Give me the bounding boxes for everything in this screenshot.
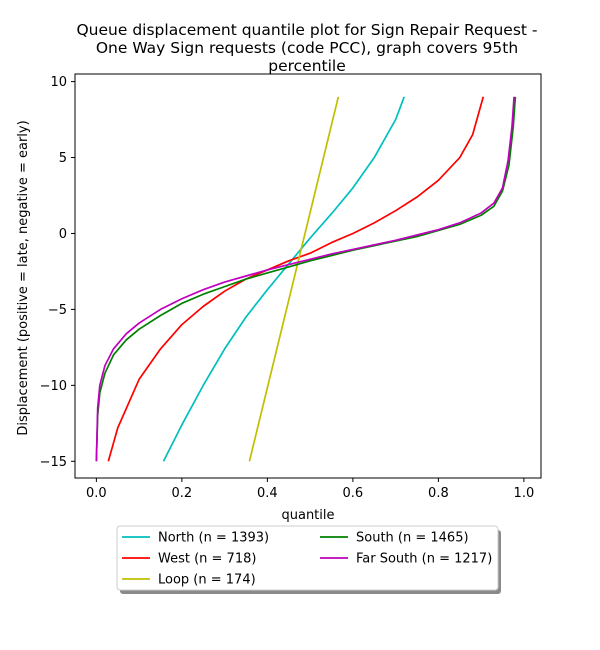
chart-title: Queue displacement quantile plot for Sig…	[76, 21, 537, 75]
x-tick-label: 1.0	[514, 486, 535, 501]
x-tick-label: 0.6	[343, 486, 364, 501]
chart-title-line-2: One Way Sign requests (code PCC), graph …	[96, 39, 518, 57]
x-axis-label: quantile	[281, 508, 334, 523]
plot-area	[75, 74, 541, 478]
x-axis: 0.0 0.2 0.4 0.6 0.8 1.0	[86, 478, 534, 501]
series-line-loop	[248, 96, 340, 462]
legend-label-far: Far South (n = 1217)	[356, 552, 492, 567]
legend-label-loop: Loop (n = 174)	[158, 573, 256, 588]
x-tick-label: 0.4	[257, 486, 278, 501]
series-layer	[95, 96, 517, 462]
series-line-south	[95, 96, 517, 462]
y-tick-label: 10	[50, 75, 67, 90]
legend-items: North (n = 1393) West (n = 718) Loop (n = …	[122, 531, 492, 588]
x-tick-label: 0.0	[86, 486, 107, 501]
chart-title-line-1: Queue displacement quantile plot for Sig…	[76, 21, 537, 39]
legend-label-south: South (n = 1465)	[356, 531, 469, 546]
x-tick-label: 0.8	[428, 486, 449, 501]
y-tick-label: −15	[40, 455, 67, 470]
series-line-far	[95, 96, 515, 462]
y-tick-label: 0	[59, 227, 67, 242]
legend-label-west: West (n = 718)	[158, 552, 256, 567]
legend: North (n = 1393) West (n = 718) Loop (n = …	[116, 525, 501, 594]
chart-title-line-3: percentile	[268, 57, 346, 75]
y-tick-label: −10	[40, 379, 67, 394]
x-tick-label: 0.2	[172, 486, 193, 501]
y-tick-label: −5	[48, 303, 67, 318]
legend-label-north: North (n = 1393)	[158, 531, 269, 546]
y-axis-label: Displacement (positive = late, negative …	[16, 120, 31, 435]
plot-frame	[74, 73, 542, 479]
y-axis: 10 5 0 −5 −10 −15	[40, 75, 75, 470]
legend-box	[116, 525, 499, 591]
y-tick-label: 5	[59, 151, 67, 166]
